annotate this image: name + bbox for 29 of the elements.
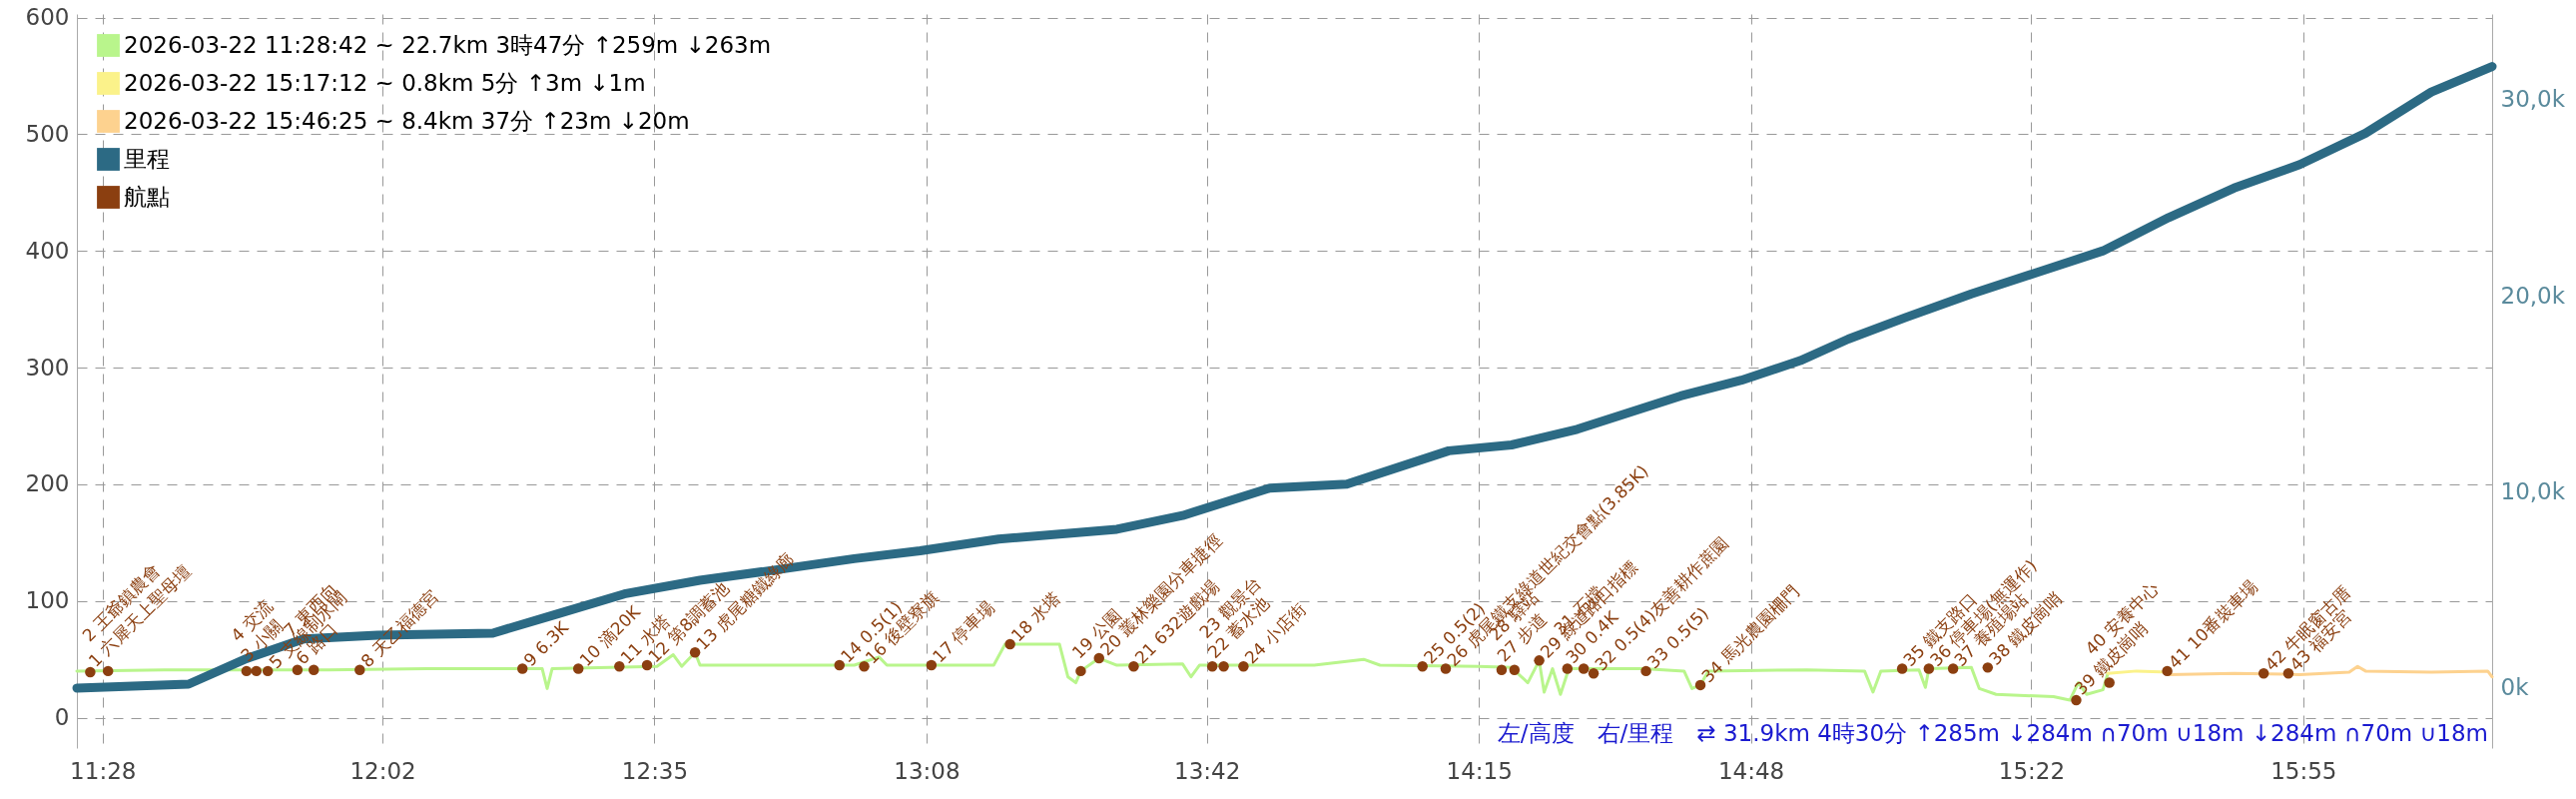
y2-tick-label: 0k — [2500, 674, 2530, 701]
x-tick-label: 14:48 — [1717, 757, 1785, 784]
y-tick-label: 200 — [25, 470, 70, 497]
legend-label: 2026-03-22 15:17:12 ~ 0.8km 5分 ↑3m ↓1m — [124, 69, 646, 96]
x-tick-label: 15:22 — [1998, 757, 2066, 784]
x-tick-label: 11:28 — [70, 757, 137, 784]
y-tick-label: 300 — [25, 354, 70, 381]
x-tick-label: 13:08 — [894, 757, 961, 784]
x-tick-label: 15:55 — [2270, 757, 2337, 784]
y-tick-label: 500 — [25, 120, 70, 147]
x-tick-label: 14:15 — [1446, 757, 1513, 784]
x-tick-label: 13:42 — [1174, 757, 1241, 784]
legend-label: 航點 — [124, 183, 170, 210]
y2-tick-label: 30,0k — [2500, 86, 2566, 113]
y2-tick-label: 10,0k — [2500, 478, 2566, 505]
x-tick-label: 12:35 — [621, 757, 689, 784]
annotation: 41 10番裝車場 — [2164, 575, 2261, 673]
annotation: 左/高度 右/里程 ⇄ 31.9km 4時30分 ↑285m ↓284m ∩70m ∪18m ↓284m ∩70m ∪18m — [1497, 720, 2488, 746]
legend-label: 2026-03-22 15:46:25 ~ 8.4km 37分 ↑23m ↓20m — [124, 107, 690, 134]
y2-tick-label: 20,0k — [2500, 282, 2566, 309]
y-tick-label: 400 — [25, 237, 70, 264]
x-tick-label: 12:02 — [349, 757, 416, 784]
y-tick-label: 600 — [25, 4, 70, 31]
annotation: 8 天乙福德宮 — [356, 585, 443, 672]
y-tick-label: 100 — [25, 587, 70, 614]
legend-label: 2026-03-22 11:28:42 ~ 22.7km 3時47分 ↑259m ↓263m — [124, 31, 772, 58]
annotation: 18 水塔 — [1006, 588, 1065, 646]
y-tick-label: 0 — [54, 704, 70, 731]
legend-label: 里程 — [124, 145, 170, 172]
